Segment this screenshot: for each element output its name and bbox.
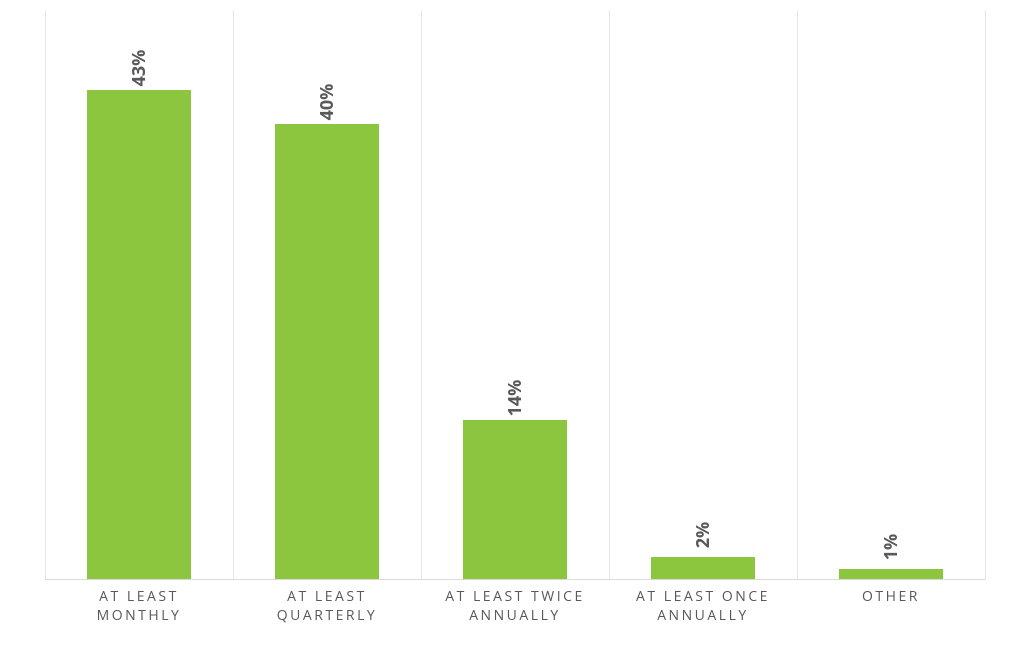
grid-line <box>985 10 986 580</box>
x-axis-label: AT LEAST ONCE ANNUALLY <box>609 588 797 626</box>
bar-value-label: 43% <box>127 38 151 98</box>
bar <box>463 420 566 580</box>
bar-value-label: 40% <box>315 72 339 132</box>
bar-value-label: 1% <box>879 517 903 577</box>
bar-value-label: 2% <box>691 505 715 565</box>
x-axis-label: OTHER <box>797 588 985 607</box>
bar-chart: 43% 40% 14% 2% 1% AT LEAST MONTHLYAT LEAST Q… <box>0 0 1024 657</box>
x-axis-label: AT LEAST TWICE ANNUALLY <box>421 588 609 626</box>
bars-container: 43% 40% 14% 2% 1% <box>45 10 985 580</box>
x-axis-baseline <box>45 579 985 580</box>
bar-value-label: 14% <box>503 368 527 428</box>
bar <box>87 90 190 580</box>
x-axis-label: AT LEAST QUARTERLY <box>233 588 421 626</box>
bar <box>275 124 378 580</box>
plot-area: 43% 40% 14% 2% 1% <box>45 10 985 580</box>
x-axis-label: AT LEAST MONTHLY <box>45 588 233 626</box>
